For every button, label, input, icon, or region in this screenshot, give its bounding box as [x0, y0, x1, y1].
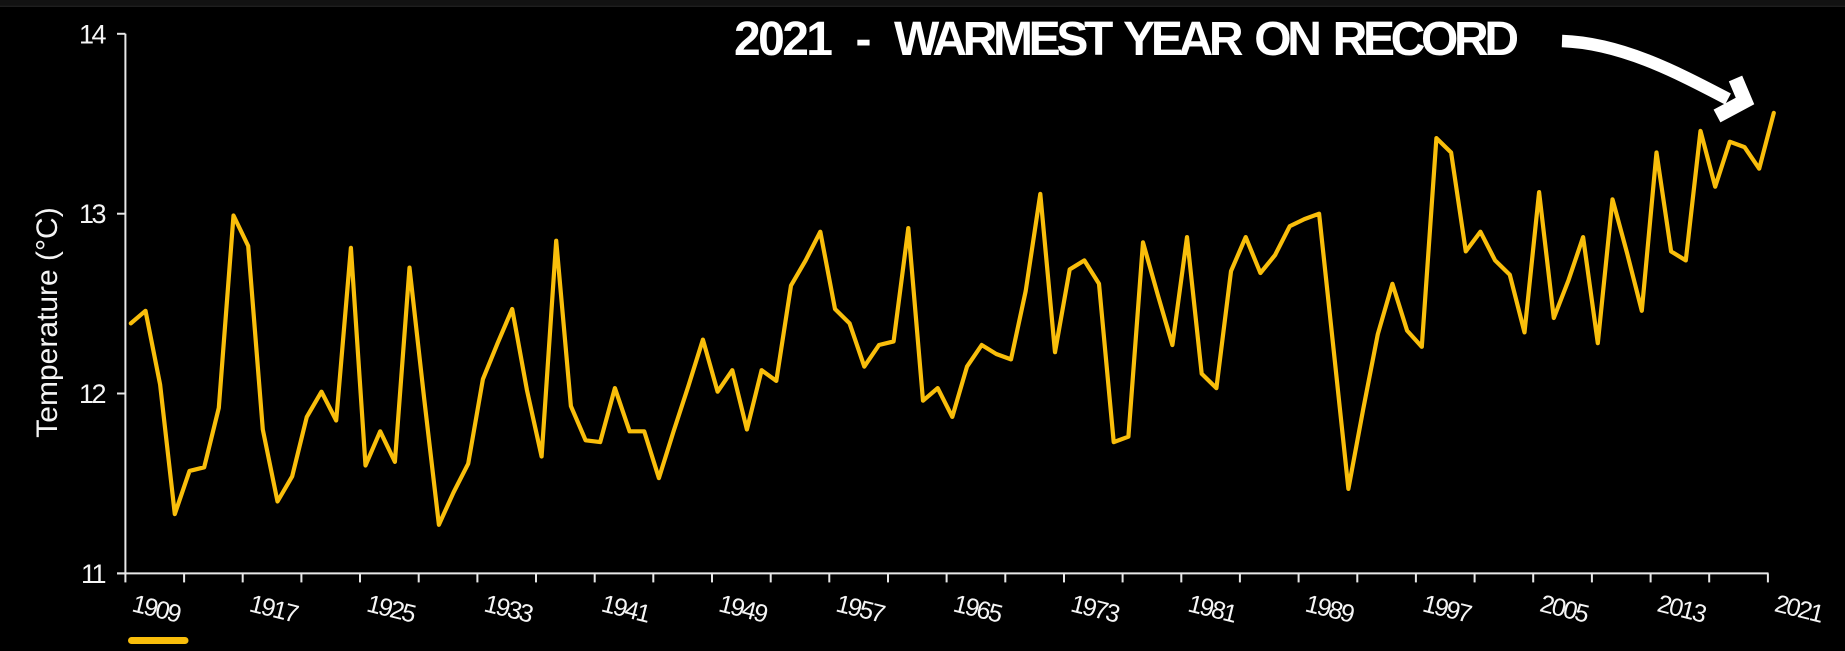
svg-text:11: 11: [81, 559, 106, 589]
svg-text:13: 13: [79, 199, 106, 229]
svg-text:Temperature (°C): Temperature (°C): [31, 207, 64, 437]
svg-text:WARMEST YEAR ON RECORD: WARMEST YEAR ON RECORD: [894, 13, 1519, 66]
svg-text:-: -: [856, 13, 872, 66]
svg-text:2021: 2021: [734, 13, 833, 66]
svg-text:14: 14: [79, 19, 107, 49]
svg-text:12: 12: [79, 379, 106, 409]
